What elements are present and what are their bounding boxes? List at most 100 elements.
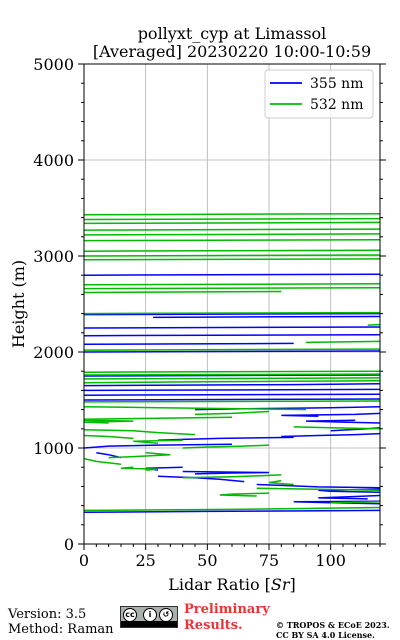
y-tick-label: 5000 [33,55,74,74]
series-line [182,470,270,475]
cc-license-badge: cc i ↺ [120,606,178,628]
series-line [84,312,380,316]
series-line [84,333,380,337]
copyright-note: © TROPOS & ECoE 2023. CC BY SA 4.0 Licen… [276,620,390,640]
series-line [293,426,380,430]
series-line [84,405,307,411]
chart-subtitle: [Averaged] 20230220 10:00-10:59 [93,42,371,61]
series-line [84,374,380,377]
series-line [367,323,380,326]
series-line [219,492,270,497]
prelim-line-1: Preliminary [184,602,270,617]
x-axis-label: Lidar Ratio [Sr] [168,575,296,594]
series-line [120,466,159,471]
series-line [84,393,380,396]
y-tick-label: 2000 [33,343,74,362]
series-line [84,377,380,380]
credit-line-1: © TROPOS & ECoE 2023. [276,620,390,630]
series-line [84,400,380,403]
series-line [84,443,233,449]
prelim-line-2: Results. [184,618,243,633]
series-line [84,326,380,329]
legend-label-532: 532 nm [310,97,363,113]
series-line [84,221,380,225]
series-line [84,233,380,236]
series-line [84,370,380,373]
x-axis-label-unit: Sr [271,575,291,594]
series-line [84,342,294,346]
series-line [194,410,270,416]
series-line [84,373,380,376]
series-line [84,398,380,401]
method-text: Method: Raman [8,622,114,637]
series-line [256,487,380,491]
series-line [182,444,270,449]
legend: 355 nm 532 nm [264,69,374,119]
x-tick-label: 75 [259,551,279,570]
series-line [84,254,380,257]
series-line [133,439,183,444]
series-line [256,483,380,489]
series-line [84,350,380,353]
series-line [84,238,380,242]
series-line [84,311,380,315]
version-text: Version: 3.5 [8,607,87,622]
series-line [84,457,122,466]
legend-label-355: 355 nm [310,76,363,92]
series-line [305,340,380,344]
x-tick-label: 0 [79,551,89,570]
plot-area [84,213,380,514]
x-axis-label-close: ] [290,575,296,594]
series-line [318,494,380,500]
cc-by-icon: i [143,608,157,622]
y-axis-label: Height (m) [9,260,28,348]
series-line [84,217,380,221]
cc-icon: cc [123,608,137,622]
credit-line-2: CC BY SA 4.0 License. [276,630,375,640]
x-tick-label: 50 [197,551,217,570]
series-line [84,434,134,440]
x-tick-label: 100 [315,551,346,570]
preliminary-results-note: Preliminary Results. [184,602,270,634]
series-line [84,506,380,512]
series-532-nm [84,213,380,512]
y-tick-label: 4000 [33,151,74,170]
series-line [84,429,196,436]
series-line [84,258,380,261]
series-line [84,348,380,351]
y-tick-label: 1000 [33,439,74,458]
series-355-nm [84,273,380,514]
series-line [281,432,380,438]
cc-sa-icon: ↺ [159,608,173,622]
series-line [84,228,380,231]
cc-badge-strip [121,621,177,627]
series-line [182,474,282,479]
series-line [330,501,380,504]
series-line [157,475,245,483]
y-tick-label: 0 [64,535,74,554]
series-line [305,419,380,424]
series-line [153,315,380,319]
series-line [84,213,380,216]
series-line [281,412,380,418]
y-tick-label: 3000 [33,247,74,266]
series-line [84,419,134,424]
series-line [84,416,233,420]
x-axis-label-text: Lidar Ratio [ [168,575,271,594]
series-line [84,388,380,392]
series-line [293,500,380,505]
series-line [108,452,171,459]
series-line [84,249,380,252]
series-line [268,479,294,486]
series-line [84,273,380,276]
series-line [84,283,380,286]
legend-box [264,69,374,119]
chart-title: pollyxt_cyp at Limassol [138,24,327,43]
series-line [84,509,380,514]
series-line [84,286,380,290]
x-tick-label: 25 [135,551,155,570]
series-line [84,382,380,387]
series-line [84,380,380,384]
